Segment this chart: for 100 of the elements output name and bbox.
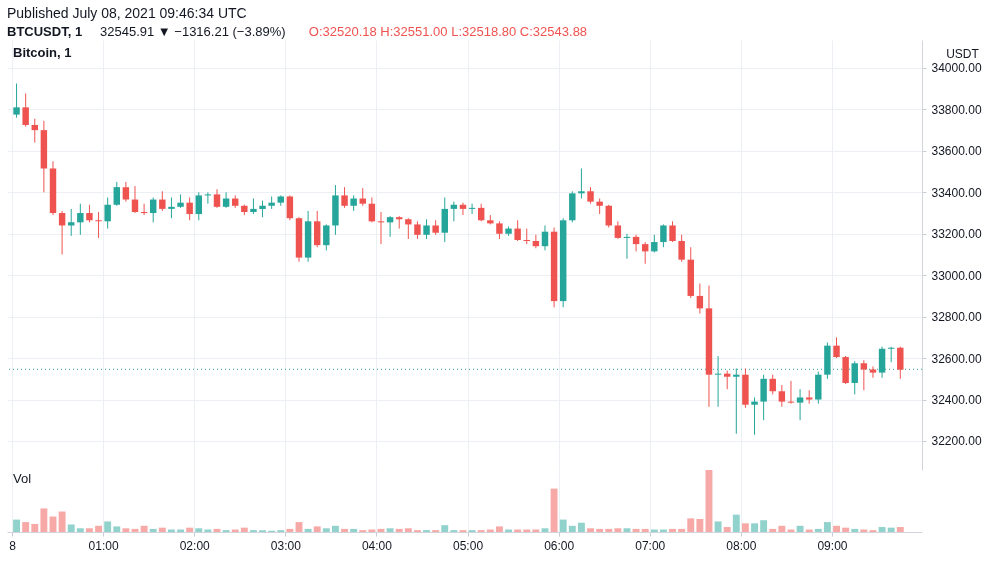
candlestick [22,92,29,128]
candlestick [213,188,221,209]
bar [158,527,166,532]
bar [441,525,449,532]
candlestick [605,204,612,229]
candlestick [313,210,321,248]
candlestick [104,196,111,230]
x-tick-label: 09:00 [817,538,848,553]
x-tick-label: 05:00 [453,538,484,553]
candlestick [386,215,394,238]
candlestick [13,83,20,119]
bar [814,528,822,532]
bar [541,528,549,532]
bar [149,528,157,532]
x-tick-label: 07:00 [635,538,666,553]
bar [732,514,740,532]
bar [495,526,503,532]
y-tick-label: 32600.00 [931,351,982,366]
bar [140,525,148,532]
bar [577,522,585,532]
y-tick-label: 32400.00 [931,393,982,408]
bar [550,488,558,532]
candlestick [68,208,75,237]
bar [331,525,339,532]
candlestick [58,210,66,255]
bar [322,528,330,532]
candlestick [186,196,193,221]
bar [687,518,695,532]
chart-title: Bitcoin, 1 [13,45,72,60]
text: O:32520.18 H:32551.00 L:32518.80 C:32543.88 [308,24,588,39]
candlestick [578,167,585,200]
bar [122,528,130,532]
bar [614,528,622,532]
candlestick [769,374,776,395]
y-tick-label: 34000.00 [931,61,982,76]
bar [386,528,394,532]
x-tick-label: 03:00 [270,538,302,553]
candlestick [405,217,412,240]
bar [605,528,613,532]
chart-title: Vol [13,471,32,486]
bar [85,528,93,532]
bar [95,525,103,532]
bar [751,523,758,532]
bar [31,523,39,532]
y-tick-label: 33600.00 [931,144,982,159]
bar [587,528,594,532]
candlestick [678,234,685,263]
candlestick [669,220,676,243]
x-tick-label: 04:00 [361,538,393,553]
candlestick [897,346,904,380]
bar [240,527,248,532]
candlestick [532,234,540,249]
bar [896,527,904,532]
text: 32545.91 ▼ −1316.21 (−3.89%) [100,24,286,39]
candlestick [751,396,758,436]
bar [596,528,604,532]
candlestick [514,219,521,242]
bar [778,525,786,532]
y-tick-label: 33400.00 [931,185,982,200]
y-tick-label: 33200.00 [931,227,982,242]
bar [760,520,768,532]
bar [769,528,777,532]
x-tick-label: 08:00 [726,538,757,553]
bar [76,528,84,532]
candlestick [760,374,767,421]
bar [195,528,203,532]
bar [678,528,686,532]
text: Published July 08, 2021 09:46:34 UTC [7,5,247,21]
bar [696,518,704,532]
bar [341,528,348,532]
candlestick [168,196,175,219]
bar [286,528,294,532]
x-tick-label: 01:00 [88,538,119,553]
candlestick [851,360,858,395]
bar [796,525,804,532]
bar [823,522,831,532]
bar [887,527,895,532]
candlestick [95,211,102,239]
bar [723,527,731,532]
bar [304,528,312,532]
bar [395,528,403,532]
y-tick-label: 32200.00 [931,434,982,449]
bar [186,527,194,532]
bar [58,511,66,532]
candlestick [131,185,139,214]
bar [623,528,631,532]
candlestick [441,196,448,243]
candlestick [159,190,166,212]
x-tick-label: 06:00 [544,538,575,553]
candlestick [833,336,840,359]
bar [13,519,21,532]
bar [104,521,112,532]
y-axis-title: USDT [946,46,980,61]
x-tick-label: 02:00 [179,538,211,553]
bar [878,527,886,532]
candlestick [149,196,157,223]
candlestick [122,181,130,203]
candlestick [860,359,868,391]
candlestick [778,384,786,408]
candlestick [77,203,84,236]
